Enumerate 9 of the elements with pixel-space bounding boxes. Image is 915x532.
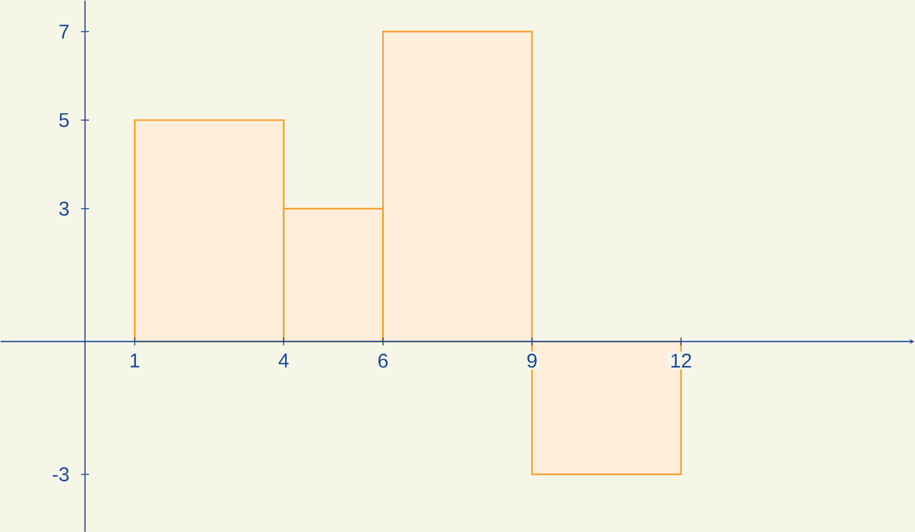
x-tick-label: 12: [671, 353, 692, 368]
x-tick-label: 6: [378, 353, 388, 368]
y-tick-label: -3: [52, 467, 69, 482]
y-tick-label: 5: [59, 112, 69, 127]
y-tick-label: 3: [59, 201, 69, 216]
y-tick-label: 7: [60, 24, 69, 38]
x-tick-label: 4: [278, 353, 289, 368]
x-tick-label: 9: [527, 353, 537, 368]
x-tick-label: 1: [130, 353, 140, 368]
